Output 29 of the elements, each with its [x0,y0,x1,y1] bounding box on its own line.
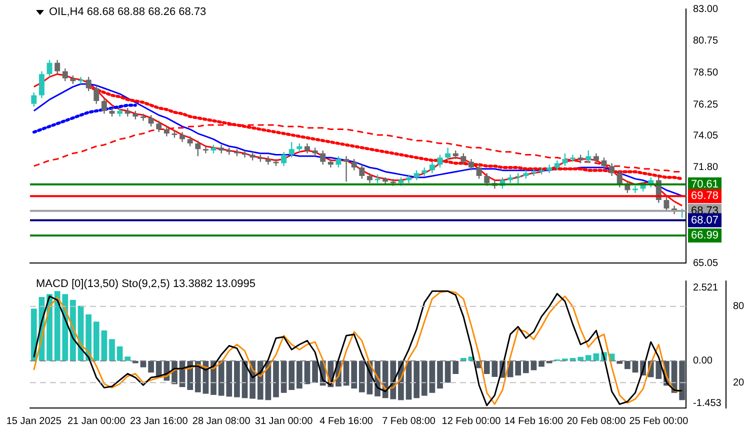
y2-tick-label: 80 [733,301,745,312]
x-tick-label: 31 Jan 00:00 [254,416,314,427]
x-tick-label: 28 Jan 08:00 [192,416,251,427]
x-tick-label: 23 Jan 16:00 [130,416,188,427]
ref-line-label: 66.99 [691,230,719,242]
y-tick-label: -1.453 [693,398,722,409]
y-tick-label: 2.521 [693,282,718,294]
x-tick-label: 14 Feb 16:00 [504,416,564,427]
y-tick-label: 80.75 [693,36,718,47]
y-tick-label: 76.25 [693,99,718,110]
ref-line-label: 69.78 [691,190,719,202]
chart-title: MACD [0](13,50) Sto(9,2,5) 13.3882 13.0995 [36,278,256,290]
y-tick-label: 74.05 [693,130,718,142]
x-tick-label: 20 Feb 08:00 [566,416,626,427]
ref-line-label: 70.61 [691,178,719,190]
x-tick-label: 25 Feb 00:00 [629,416,689,427]
y2-tick-label: 20 [733,377,745,388]
y-tick-label: 65.05 [693,258,718,269]
y-tick-label: 83.00 [693,4,718,15]
x-tick-label: 12 Feb 00:00 [442,416,502,427]
y-tick-label: 71.80 [693,162,718,174]
chart-title: OIL,H4 68.68 68.88 68.26 68.73 [49,6,206,18]
x-tick-label: 7 Feb 08:00 [382,416,436,427]
x-tick-label: 21 Jan 00:00 [67,416,126,427]
y-tick-label: 78.50 [693,67,718,78]
x-tick-label: 15 Jan 2025 [6,416,62,427]
x-tick-label: 4 Feb 16:00 [320,416,374,427]
y-tick-label: 0.00 [693,356,713,367]
ref-line-label: 68.07 [691,214,719,226]
